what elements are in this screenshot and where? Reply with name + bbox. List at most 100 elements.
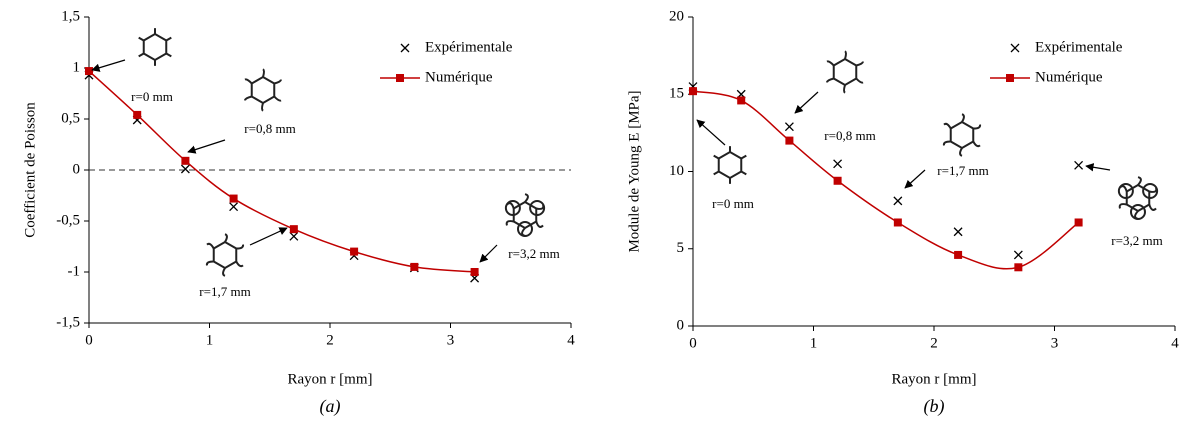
legend-marker xyxy=(396,74,404,82)
data-point xyxy=(180,164,190,174)
hexagon xyxy=(1125,183,1151,213)
annotation-arrow xyxy=(1085,163,1111,172)
legend-marker xyxy=(400,43,410,53)
annotation-arrow xyxy=(91,59,126,72)
curved-strut xyxy=(274,79,283,85)
y-tick-label: 15 xyxy=(669,86,684,102)
hexagon xyxy=(512,200,538,230)
data-point xyxy=(85,67,93,76)
annotation-arrow xyxy=(187,139,226,154)
cell-icon xyxy=(243,68,283,112)
data-point xyxy=(689,87,697,96)
cell-icon xyxy=(138,28,172,66)
data-point xyxy=(229,194,238,203)
annotation: r=1,7 mm xyxy=(199,284,250,299)
data-point xyxy=(133,110,142,119)
curved-strut xyxy=(844,50,847,60)
data-point xyxy=(1074,160,1084,170)
data-point xyxy=(737,96,746,105)
curved-strut xyxy=(261,102,264,112)
curved-strut xyxy=(855,77,864,84)
x-axis-label: Rayon r [mm] xyxy=(892,371,977,387)
data-point xyxy=(350,247,359,256)
curved-strut xyxy=(961,113,965,123)
strut xyxy=(740,154,747,160)
curved-strut xyxy=(1148,204,1157,211)
node xyxy=(1130,204,1146,220)
annotation-arrow xyxy=(904,169,926,189)
legend-label: Expérimentale xyxy=(1035,39,1123,55)
cell-icon xyxy=(1117,176,1159,220)
strut xyxy=(165,52,172,58)
y-tick-label: -1,5 xyxy=(56,314,80,330)
data-point xyxy=(229,202,239,212)
curved-strut xyxy=(262,68,265,78)
strut xyxy=(713,170,720,176)
annotation-arrow xyxy=(479,244,498,263)
curved-strut xyxy=(856,61,865,67)
data-point xyxy=(954,250,963,259)
curved-strut xyxy=(942,140,951,146)
data-point xyxy=(470,268,479,276)
strut xyxy=(165,36,172,42)
annotation: r=0 mm xyxy=(712,196,754,211)
node xyxy=(529,200,546,216)
curved-strut xyxy=(222,267,226,277)
y-tick-label: 0 xyxy=(73,161,81,177)
y-axis-label: Module de Young E [MPa] xyxy=(626,90,642,252)
y-tick-label: -1 xyxy=(68,263,81,279)
legend-label: Numérique xyxy=(1035,69,1103,85)
y-axis-label: Coefficient de Poisson xyxy=(22,102,38,238)
data-point xyxy=(893,218,902,227)
node xyxy=(517,221,533,237)
curved-strut xyxy=(825,77,834,83)
y-tick-label: 10 xyxy=(669,163,684,179)
data-point xyxy=(784,122,794,132)
legend-label: Numérique xyxy=(425,69,493,85)
x-tick-label: 3 xyxy=(1051,335,1059,351)
x-tick-label: 2 xyxy=(326,332,334,348)
annotation-arrow xyxy=(794,91,819,114)
y-tick-label: 0,5 xyxy=(61,110,80,126)
curved-strut xyxy=(235,260,244,268)
legend-marker xyxy=(1006,74,1014,82)
annotation-arrow xyxy=(249,227,288,246)
data-point xyxy=(181,156,190,165)
x-tick-label: 3 xyxy=(447,332,455,348)
y-tick-label: 1,5 xyxy=(61,8,80,24)
x-tick-label: 4 xyxy=(1171,335,1179,351)
x-tick-label: 0 xyxy=(689,335,697,351)
caption: (a) xyxy=(320,396,341,417)
strut xyxy=(138,52,145,58)
cell-icon xyxy=(205,233,245,277)
curved-strut xyxy=(505,220,514,226)
curved-strut xyxy=(236,244,245,250)
caption: (b) xyxy=(924,396,945,417)
curved-strut xyxy=(826,60,835,67)
curved-strut xyxy=(972,140,981,148)
curved-strut xyxy=(536,204,545,210)
curved-strut xyxy=(535,221,544,228)
curved-strut xyxy=(843,84,846,94)
hexagon xyxy=(212,240,238,270)
curved-strut xyxy=(273,95,282,102)
cell-icon xyxy=(825,50,865,94)
x-tick-label: 2 xyxy=(930,335,938,351)
x-tick-label: 4 xyxy=(567,332,575,348)
y-tick-label: 20 xyxy=(669,8,684,24)
curved-strut xyxy=(943,122,952,130)
data-point xyxy=(1074,218,1083,227)
data-point xyxy=(833,176,842,185)
node xyxy=(504,200,521,216)
x-tick-label: 1 xyxy=(810,335,818,351)
hexagon xyxy=(250,75,276,105)
strut xyxy=(138,36,145,42)
legend-marker xyxy=(1010,43,1020,53)
annotation: r=0,8 mm xyxy=(244,121,295,136)
hexagon xyxy=(142,32,168,62)
curved-strut xyxy=(973,124,982,130)
y-tick-label: -0,5 xyxy=(56,212,80,228)
curved-strut xyxy=(224,233,228,243)
legend-label: Expérimentale xyxy=(425,39,513,55)
